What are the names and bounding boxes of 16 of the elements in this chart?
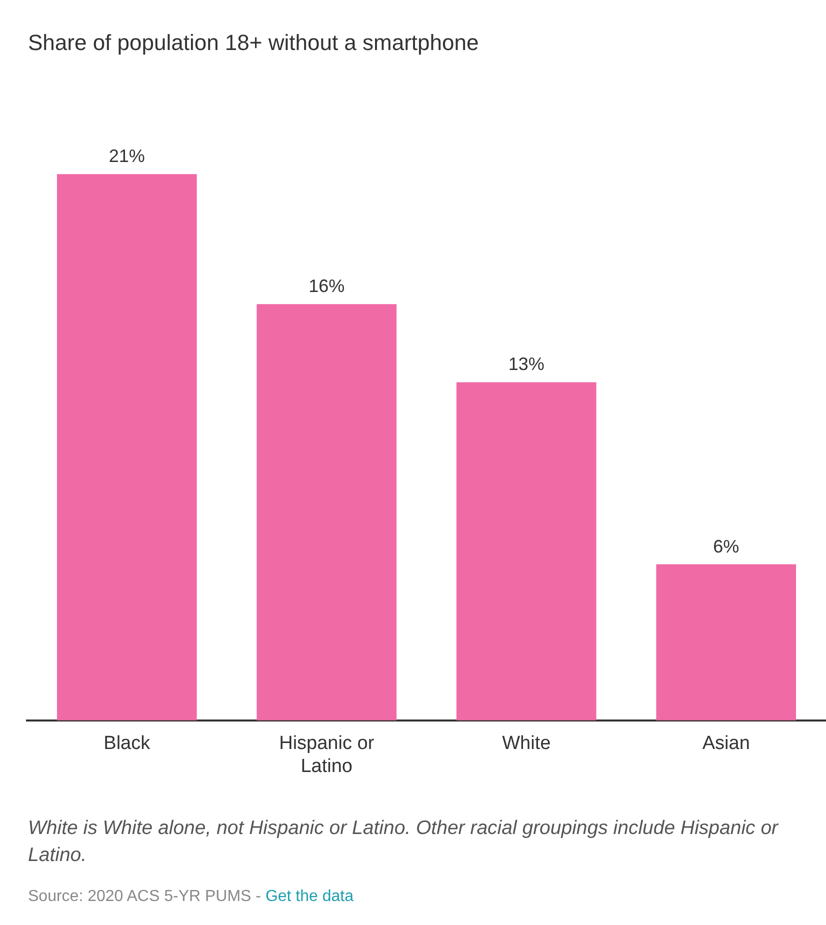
data-label: 16% (308, 276, 345, 296)
bar (256, 304, 397, 720)
source-note: Source: 2020 ACS 5-YR PUMS - (28, 888, 261, 905)
chart-title: Share of population 18+ without a smartphone (28, 30, 479, 56)
data-label: 6% (713, 536, 740, 556)
bar (456, 382, 596, 720)
x-tick-label: White (502, 733, 551, 754)
text: Get the data (265, 888, 354, 905)
bar (56, 174, 197, 720)
x-tick-label: Asian (702, 733, 750, 754)
data-label: 13% (508, 354, 544, 374)
x-tick-label: Black (104, 733, 151, 754)
text: White is White alone, not Hispanic or Latino. Other racial groupings include Hispanic or Latino. (28, 816, 780, 868)
bar (656, 564, 796, 720)
data-label: 21% (108, 146, 145, 166)
x-tick-label: Hispanic or Latino (279, 733, 375, 777)
